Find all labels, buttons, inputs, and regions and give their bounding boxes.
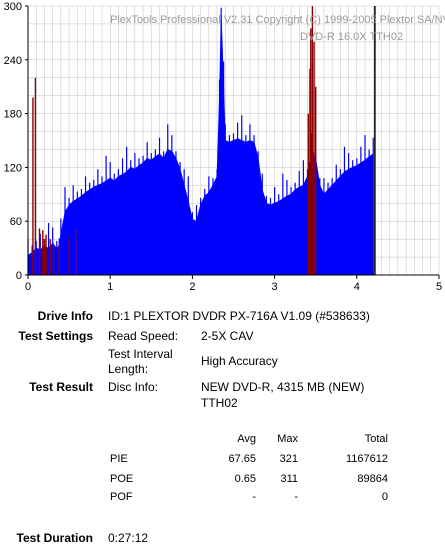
row-total: 0 bbox=[381, 491, 388, 503]
row-avg: 67.65 bbox=[228, 453, 256, 465]
x-tick-label: 0 bbox=[25, 281, 31, 293]
drive-info-label: Drive Info bbox=[37, 309, 93, 323]
y-tick-label: 180 bbox=[4, 109, 22, 121]
chart-svg: PlexTools Professional V2.31 Copyright (… bbox=[4, 1, 445, 293]
y-tick-label: 120 bbox=[4, 162, 22, 174]
read-speed-key: Read Speed: bbox=[108, 329, 179, 343]
row-max: 321 bbox=[279, 453, 298, 465]
test-duration-label: Test Duration bbox=[16, 531, 93, 545]
y-tick-label: 60 bbox=[10, 216, 22, 228]
x-tick-label: 5 bbox=[436, 281, 442, 293]
x-tick-label: 4 bbox=[354, 281, 360, 293]
interval-value: High Accuracy bbox=[201, 354, 278, 368]
chart-watermark: PlexTools Professional V2.31 Copyright (… bbox=[110, 14, 445, 43]
error-chart: PlexTools Professional V2.31 Copyright (… bbox=[4, 1, 445, 293]
disc-info-line2: TTH02 bbox=[201, 396, 238, 410]
read-speed-value: 2-5X CAV bbox=[201, 329, 254, 343]
chart-axes: 0 60 120 180 240 300 0 1 2 3 4 5 bbox=[4, 1, 442, 293]
test-duration-value: 0:27:12 bbox=[108, 531, 149, 545]
y-tick-label: 0 bbox=[16, 270, 22, 282]
chart-series bbox=[27, 6, 376, 276]
disc-info-line1: NEW DVD-R, 4315 MB (NEW) bbox=[201, 380, 365, 394]
row-avg: 0.65 bbox=[234, 473, 256, 485]
watermark-line1: PlexTools Professional V2.31 Copyright (… bbox=[110, 14, 445, 26]
x-tick-label: 3 bbox=[272, 281, 278, 293]
row-total: 1167612 bbox=[345, 453, 388, 465]
interval-key-line1: Test Interval bbox=[108, 347, 173, 361]
row-name: POF bbox=[110, 491, 133, 503]
row-max: - bbox=[294, 491, 298, 503]
test-result-label: Test Result bbox=[29, 380, 93, 394]
x-tick-label: 1 bbox=[107, 281, 113, 293]
x-tick-label: 2 bbox=[189, 281, 195, 293]
row-avg: - bbox=[252, 491, 256, 503]
row-total: 89864 bbox=[357, 473, 388, 485]
watermark-line2: DVD-R 16.0X TTH02 bbox=[300, 31, 403, 43]
y-tick-label: 300 bbox=[4, 1, 22, 13]
row-max: 311 bbox=[280, 473, 298, 485]
y-tick-label: 240 bbox=[4, 55, 22, 67]
disc-info-key: Disc Info: bbox=[108, 380, 159, 394]
interval-key-line2: Length: bbox=[108, 362, 149, 376]
drive-info-value: ID:1 PLEXTOR DVDR PX-716A V1.09 (#538633… bbox=[108, 309, 370, 323]
col-avg-header: Avg bbox=[237, 433, 256, 445]
row-name: PIE bbox=[110, 453, 128, 465]
col-total-header: Total bbox=[364, 433, 388, 445]
row-name: POE bbox=[110, 473, 134, 485]
test-settings-label: Test Settings bbox=[18, 329, 93, 343]
col-max-header: Max bbox=[277, 433, 298, 445]
